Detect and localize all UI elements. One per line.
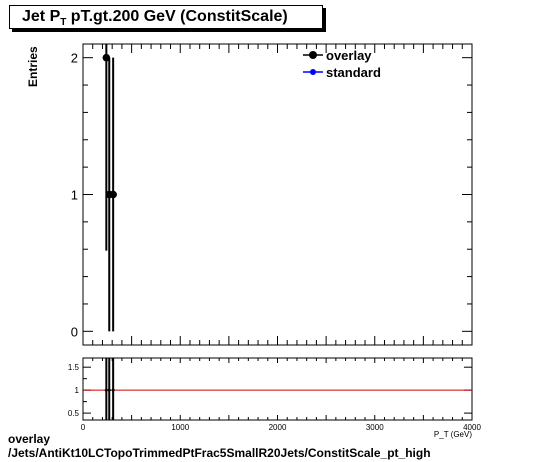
main-plot: 0 1 2 overlay standard (71, 43, 473, 346)
x-axis-label: P_T (GeV) (434, 430, 472, 439)
y-tick-label: 0 (71, 324, 78, 339)
chart-title: Jet PT pT.gt.200 GeV (ConstitScale) (22, 8, 288, 28)
y-tick-label: 2 (71, 51, 78, 66)
ratio-plot-frame (82, 357, 473, 421)
x-tick-label: 4000 (463, 423, 481, 432)
legend-marker (310, 69, 316, 75)
overlay-point (102, 53, 111, 62)
main-plot-frame (82, 43, 473, 346)
x-tick-label: 1000 (171, 423, 189, 432)
title-suffix: pT.gt.200 GeV (ConstitScale) (66, 8, 288, 25)
y-axis-label: Entries (26, 46, 40, 87)
y-tick-label: 1 (71, 188, 78, 203)
chart-title-box: Jet PT pT.gt.200 GeV (ConstitScale) (9, 5, 323, 29)
title-subscript: T (60, 17, 67, 28)
x-tick-label: 3000 (366, 423, 384, 432)
ratio-point (111, 388, 115, 392)
overlay-point (109, 190, 117, 199)
ratio-point (107, 388, 111, 392)
legend-label: overlay (326, 48, 372, 63)
ratio-y-tick-label: 1 (75, 386, 80, 395)
x-tick-label: 0 (81, 423, 86, 432)
footer-path: /Jets/AntiKt10LCTopoTrimmedPtFrac5SmallR… (8, 446, 431, 460)
ratio-point (104, 388, 108, 392)
x-tick-label: 2000 (269, 423, 287, 432)
title-prefix: Jet P (22, 8, 61, 25)
ratio-y-tick-label: 0.5 (68, 409, 80, 418)
legend-label: standard (326, 65, 381, 80)
footer-label: overlay (8, 432, 51, 446)
legend-marker (309, 51, 317, 59)
ratio-y-tick-label: 1.5 (68, 363, 80, 372)
